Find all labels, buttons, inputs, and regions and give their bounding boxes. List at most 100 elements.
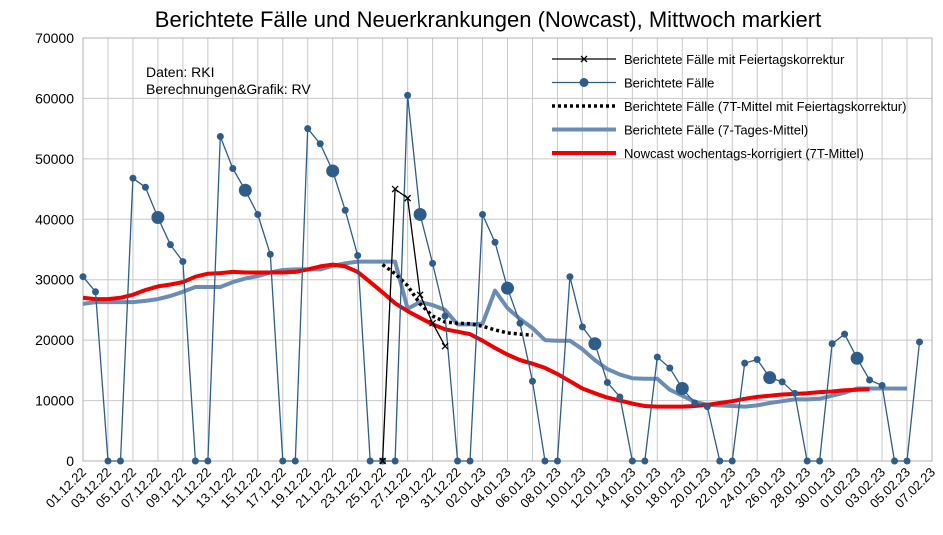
- data-point: [441, 312, 449, 320]
- data-point: [653, 353, 661, 361]
- data-point: [841, 330, 849, 338]
- legend-item-3: Berichtete Fälle (7-Tages-Mittel): [552, 123, 808, 138]
- data-point-x: [416, 291, 424, 299]
- data-point-x: [441, 342, 449, 350]
- data-point: [816, 457, 824, 465]
- legend-item-4: Nowcast wochentags-korrigiert (7T-Mittel…: [552, 146, 864, 161]
- data-point-wednesday: [850, 351, 864, 365]
- data-point: [828, 340, 836, 348]
- legend-item-2: Berichtete Fälle (7T-Mittel mit Feiertag…: [552, 99, 906, 114]
- data-point: [728, 457, 736, 465]
- data-point: [578, 323, 586, 331]
- y-tick-label: 40000: [35, 211, 74, 227]
- data-point: [566, 273, 574, 281]
- source-annotation: Daten: RKI Berechnungen&Grafik: RV: [146, 64, 311, 97]
- data-point: [691, 399, 699, 407]
- data-point: [603, 378, 611, 386]
- data-point: [229, 165, 237, 173]
- data-point: [279, 457, 287, 465]
- data-point-wednesday: [501, 281, 514, 295]
- y-tick-label: 10000: [35, 393, 74, 409]
- data-point: [753, 355, 761, 363]
- legend-label: Berichtete Fälle: [624, 76, 714, 91]
- series-2: [381, 263, 533, 338]
- data-point-wednesday: [763, 371, 777, 385]
- data-point-x: [404, 194, 412, 202]
- data-point: [916, 338, 924, 346]
- data-point-wednesday: [151, 210, 165, 224]
- data-point: [166, 241, 174, 249]
- series-3: [82, 259, 907, 409]
- data-point: [141, 183, 149, 191]
- legend-label: Nowcast wochentags-korrigiert (7T-Mittel…: [624, 146, 864, 161]
- data-point: [741, 359, 749, 367]
- data-point: [204, 457, 212, 465]
- data-point: [191, 457, 199, 465]
- annotation-line-2: Berechnungen&Grafik: RV: [146, 81, 311, 97]
- annotation-line-1: Daten: RKI: [146, 64, 214, 80]
- plot-area-border: [82, 37, 933, 462]
- data-point: [466, 457, 474, 465]
- legend-marker: [580, 55, 588, 63]
- data-point: [491, 238, 499, 246]
- y-tick-label: 20000: [35, 332, 74, 348]
- data-point: [91, 288, 99, 296]
- data-point: [628, 457, 636, 465]
- data-point: [216, 132, 224, 140]
- legend: Berichtete Fälle mit Feiertagskorrektur B…: [552, 52, 906, 161]
- series-line: [381, 263, 533, 338]
- data-point: [866, 376, 874, 384]
- data-point: [304, 125, 312, 133]
- data-point-wednesday: [588, 337, 602, 351]
- data-point: [404, 91, 412, 99]
- legend-label: Berichtete Fälle (7-Tages-Mittel): [624, 123, 808, 138]
- data-point: [541, 457, 549, 465]
- data-point: [516, 319, 524, 327]
- data-point: [903, 457, 911, 465]
- data-point-wednesday: [238, 183, 252, 197]
- series-1: [79, 91, 924, 465]
- chart-title: Berichtete Fälle und Neuerkrankungen (No…: [155, 7, 821, 32]
- legend-marker: [579, 78, 589, 87]
- data-point: [803, 457, 811, 465]
- legend-label: Berichtete Fälle (7T-Mittel mit Feiertag…: [624, 99, 906, 114]
- data-point: [791, 389, 799, 397]
- data-point: [79, 273, 87, 281]
- data-point: [666, 364, 674, 372]
- data-point: [179, 258, 187, 266]
- y-tick-label: 60000: [35, 90, 74, 106]
- series-line: [381, 188, 446, 462]
- data-point: [528, 377, 536, 385]
- data-point: [641, 457, 649, 465]
- legend-item-1: Berichtete Fälle: [552, 76, 714, 91]
- series-0: [379, 185, 449, 465]
- data-point: [316, 140, 324, 148]
- data-point: [891, 457, 899, 465]
- y-tick-label: 70000: [35, 30, 74, 46]
- data-point: [778, 378, 786, 386]
- data-point: [429, 259, 437, 267]
- data-point: [291, 457, 299, 465]
- data-point-wednesday: [675, 381, 689, 395]
- data-point: [341, 206, 349, 214]
- data-point-wednesday: [413, 207, 427, 221]
- data-point: [116, 457, 124, 465]
- data-point-wednesday: [326, 164, 340, 178]
- data-point-x: [429, 319, 437, 327]
- data-point: [716, 457, 724, 465]
- data-point: [553, 457, 561, 465]
- series-line: [82, 259, 907, 409]
- data-point: [703, 403, 711, 411]
- data-point: [479, 210, 487, 218]
- data-point: [266, 250, 274, 258]
- data-point: [878, 381, 886, 389]
- data-point: [616, 393, 624, 401]
- data-point: [354, 252, 362, 260]
- y-tick-label: 50000: [35, 151, 74, 167]
- data-point-x: [379, 457, 387, 465]
- legend-item-0: Berichtete Fälle mit Feiertagskorrektur: [552, 52, 845, 67]
- series-lines: [79, 91, 924, 465]
- data-point: [454, 457, 462, 465]
